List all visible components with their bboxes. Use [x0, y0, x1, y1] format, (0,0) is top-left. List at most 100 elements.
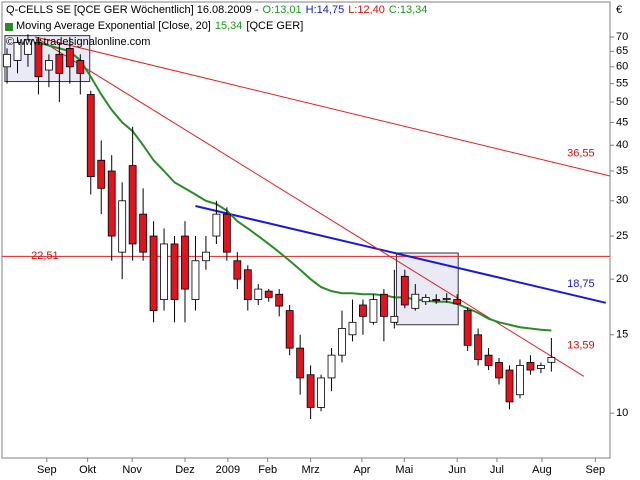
- x-tick-label: Apr: [353, 464, 370, 476]
- candle-body: [537, 365, 545, 369]
- trend-label: 13,59: [567, 339, 595, 351]
- x-tick-label: Aug: [532, 464, 552, 476]
- legend-text: Q-CELLS SE [QCE GER Wöchentlich] 16.08.2…: [6, 4, 259, 16]
- y-tick-label: 40: [616, 139, 628, 151]
- candle-body: [55, 53, 64, 74]
- y-tick-label: 20: [616, 273, 628, 285]
- candle-body: [348, 321, 357, 336]
- candle-body: [285, 310, 294, 349]
- candle-body: [212, 213, 221, 237]
- x-tick-label: 2009: [216, 464, 240, 476]
- legend-line: Moving Average Exponential [Close, 20] 15…: [16, 20, 303, 32]
- legend-text: C:13,34: [389, 4, 428, 16]
- trend-line: [35, 36, 611, 177]
- candle-body: [233, 260, 242, 280]
- candle-body: [65, 47, 74, 68]
- legend-swatch: [5, 23, 13, 31]
- candle-body: [306, 374, 315, 408]
- x-tick-label: Sep: [586, 464, 606, 476]
- trend-label: 36,55: [567, 147, 595, 159]
- candle-body: [97, 159, 106, 189]
- candle-body: [411, 293, 420, 309]
- legend-text: L:12,40: [348, 4, 385, 16]
- x-tick-label: Sep: [37, 464, 57, 476]
- candle-body: [86, 94, 95, 178]
- candle-body: [128, 165, 137, 245]
- trend-label: 22,51: [31, 250, 59, 262]
- x-tick-label: Jun: [448, 464, 466, 476]
- legend-text: © www.tradesignalonline.com: [6, 36, 150, 48]
- candle-body: [222, 213, 231, 253]
- trend-line: [195, 205, 607, 304]
- y-tick-label: 50: [616, 96, 628, 108]
- candle-body: [495, 362, 503, 379]
- legend-line: © www.tradesignalonline.com: [6, 36, 150, 48]
- candle-body: [474, 334, 482, 360]
- y-tick-label: 70: [616, 31, 628, 43]
- y-tick-label: 45: [616, 116, 628, 128]
- y-tick-label: 60: [616, 61, 628, 73]
- y-tick-label: 65: [616, 45, 628, 57]
- candle-body: [327, 354, 336, 379]
- candle-body: [160, 243, 168, 300]
- candle-body: [463, 310, 472, 346]
- candle-body: [139, 213, 148, 253]
- x-tick-label: Mrz: [301, 464, 319, 476]
- x-tick-label: Feb: [258, 464, 277, 476]
- candle-body: [13, 42, 22, 61]
- candle-body: [516, 365, 524, 396]
- candle-body: [338, 328, 346, 356]
- candle-body: [442, 298, 451, 300]
- x-tick-label: Okt: [79, 464, 96, 476]
- candle-body: [118, 200, 127, 253]
- candle-body: [264, 290, 273, 298]
- candle-body: [107, 170, 116, 237]
- legend-text: [QCE GER]: [246, 20, 303, 32]
- candle-body: [432, 299, 441, 302]
- y-tick-label: 10: [616, 407, 628, 419]
- candle-body: [317, 377, 325, 408]
- candle-body: [526, 362, 535, 371]
- y-tick-label: 25: [616, 230, 628, 242]
- legend-text: 15,34: [215, 20, 243, 32]
- candle-body: [191, 260, 200, 300]
- legend-text: Moving Average Exponential [Close, 20]: [16, 20, 211, 32]
- candle-body: [369, 299, 378, 323]
- y-tick-label: 30: [616, 195, 628, 207]
- candle-body: [421, 297, 430, 303]
- candle-body: [296, 347, 305, 379]
- candle-body: [359, 304, 367, 317]
- y-tick-label: 35: [616, 165, 628, 177]
- y-tick-label: 15: [616, 329, 628, 341]
- candle-body: [34, 42, 43, 78]
- currency: €: [616, 4, 622, 16]
- legend-text: O:13,01: [263, 4, 302, 16]
- legend-text: H:14,75: [306, 4, 345, 16]
- candle-body: [24, 39, 32, 55]
- candle-body: [453, 299, 462, 305]
- candle-body: [181, 235, 189, 290]
- candle-body: [202, 251, 210, 262]
- trend-label: 18,75: [567, 278, 595, 290]
- ema-line: [38, 41, 552, 332]
- candle-body: [505, 369, 514, 403]
- candle-body: [3, 53, 11, 68]
- candle-body: [76, 60, 85, 74]
- x-tick-label: Mai: [395, 464, 413, 476]
- candle-body: [379, 293, 388, 317]
- candle-body: [275, 293, 284, 307]
- candle-body: [170, 243, 179, 300]
- candle-body: [254, 288, 263, 300]
- candle-body: [243, 269, 252, 300]
- candle-body: [484, 354, 493, 366]
- y-tick-label: 55: [616, 78, 628, 90]
- x-tick-label: Nov: [122, 464, 142, 476]
- candle-body: [547, 357, 556, 363]
- candle-body: [44, 60, 53, 71]
- legend-line: Q-CELLS SE [QCE GER Wöchentlich] 16.08.2…: [6, 4, 427, 16]
- candle-body: [400, 275, 409, 306]
- x-tick-label: Dez: [175, 464, 195, 476]
- candle-body: [149, 235, 158, 311]
